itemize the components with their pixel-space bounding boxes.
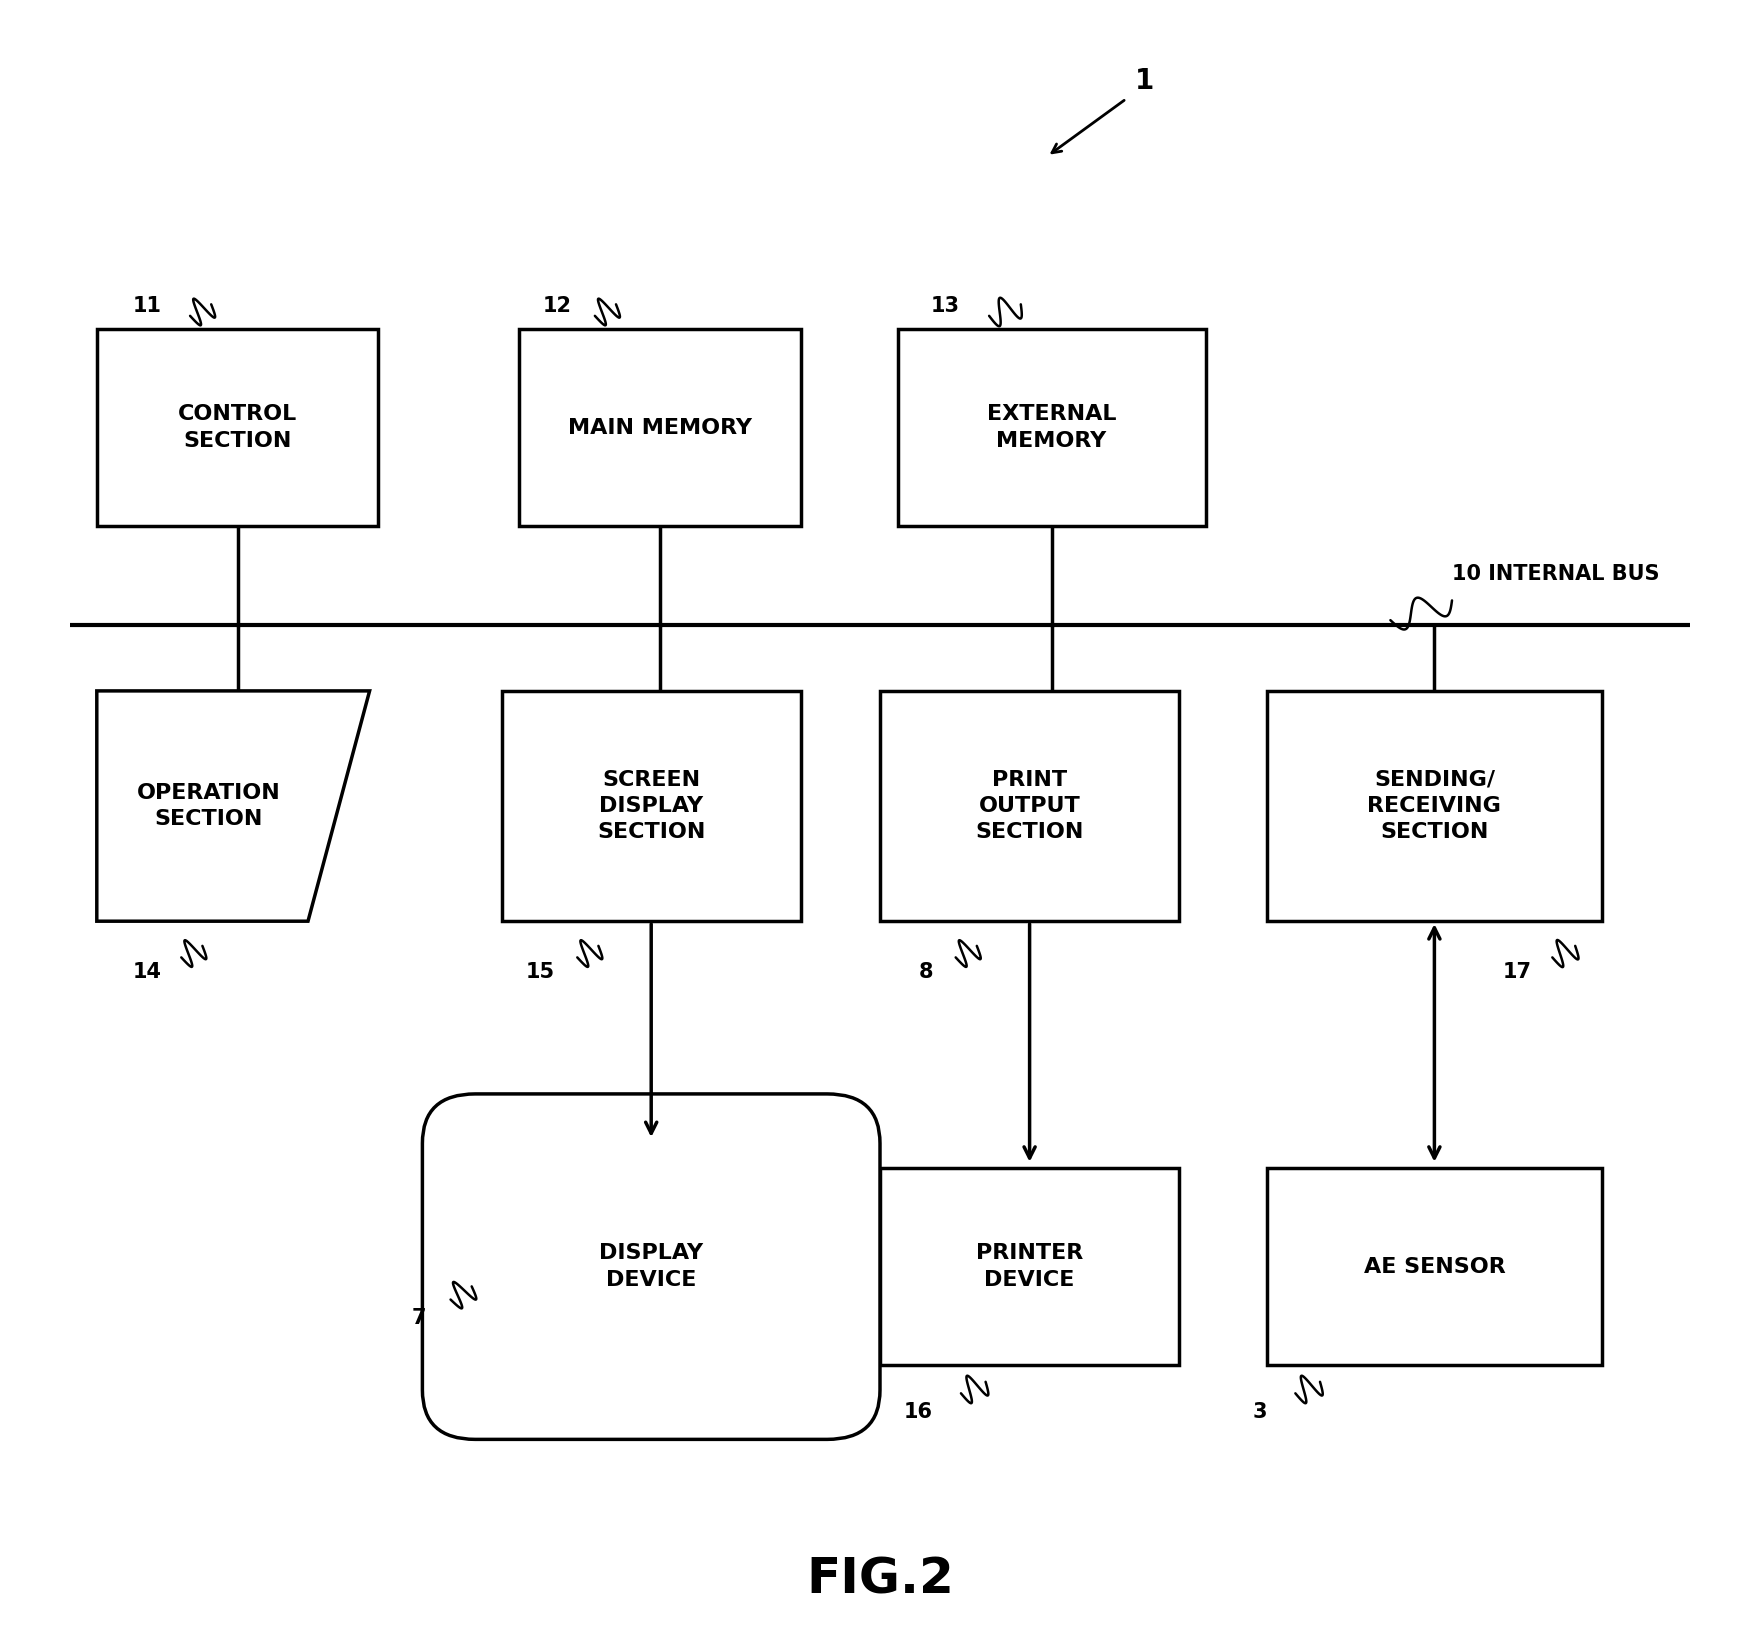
Text: 16: 16 <box>905 1402 933 1421</box>
Text: FIG.2: FIG.2 <box>806 1555 954 1604</box>
Text: 10 INTERNAL BUS: 10 INTERNAL BUS <box>1452 564 1660 584</box>
FancyBboxPatch shape <box>422 1094 880 1439</box>
Text: 13: 13 <box>931 296 959 316</box>
Bar <box>1267 1168 1602 1365</box>
Text: EXTERNAL
MEMORY: EXTERNAL MEMORY <box>987 405 1116 451</box>
Text: OPERATION
SECTION: OPERATION SECTION <box>137 783 282 829</box>
Text: 17: 17 <box>1503 962 1531 982</box>
Text: AE SENSOR: AE SENSOR <box>1364 1257 1505 1277</box>
Text: PRINTER
DEVICE: PRINTER DEVICE <box>977 1244 1082 1290</box>
Bar <box>880 691 1179 921</box>
Polygon shape <box>97 691 370 921</box>
Text: 11: 11 <box>134 296 162 316</box>
Text: 14: 14 <box>134 962 162 982</box>
Bar <box>880 1168 1179 1365</box>
Text: SCREEN
DISPLAY
SECTION: SCREEN DISPLAY SECTION <box>597 770 706 842</box>
Bar <box>519 329 801 526</box>
Text: 15: 15 <box>524 962 554 982</box>
Bar <box>502 691 801 921</box>
Text: 1: 1 <box>1135 67 1155 95</box>
Text: SENDING/
RECEIVING
SECTION: SENDING/ RECEIVING SECTION <box>1368 770 1501 842</box>
Text: PRINT
OUTPUT
SECTION: PRINT OUTPUT SECTION <box>975 770 1084 842</box>
Bar <box>898 329 1206 526</box>
Text: CONTROL
SECTION: CONTROL SECTION <box>178 405 297 451</box>
Text: 12: 12 <box>544 296 572 316</box>
Text: 8: 8 <box>919 962 933 982</box>
Text: 3: 3 <box>1253 1402 1267 1421</box>
Text: DISPLAY
DEVICE: DISPLAY DEVICE <box>598 1244 704 1290</box>
Text: 7: 7 <box>412 1308 426 1328</box>
Text: MAIN MEMORY: MAIN MEMORY <box>568 418 752 438</box>
Bar <box>1267 691 1602 921</box>
Bar <box>97 329 378 526</box>
